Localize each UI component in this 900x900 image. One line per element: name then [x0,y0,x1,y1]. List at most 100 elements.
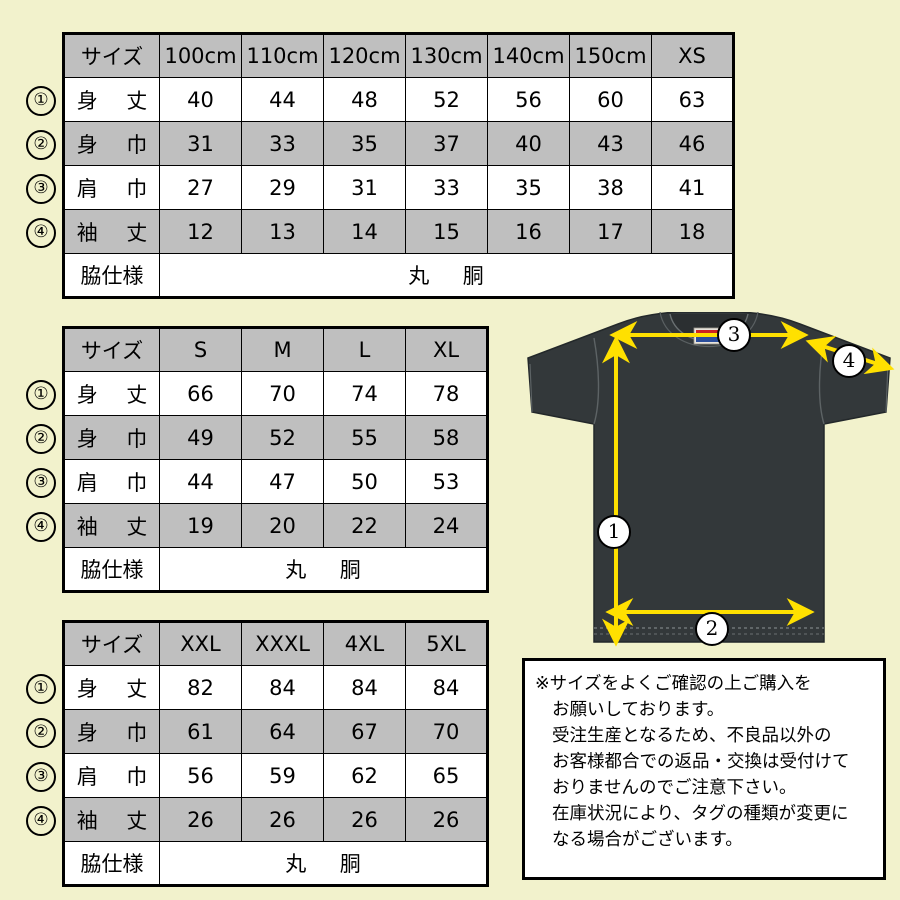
row-label: 身 丈 [63,77,160,122]
measurement-value: 26 [323,797,406,842]
measurement-value: 82 [159,665,242,710]
measurement-value: 55 [323,415,406,460]
row-label: 身 丈 [63,665,160,710]
measurement-value: 12 [159,209,242,254]
measurement-value: 56 [159,753,242,798]
column-header-100cm: 100cm [159,33,242,78]
size-table-plus: サイズ XXL XXXL 4XL 5XL 身 丈 82 84 84 84 身 巾 61 64 67 70 肩 … [62,620,489,887]
measurement-value: 18 [651,209,734,254]
row-label: 身 巾 [63,415,160,460]
row-marker-1: ① [26,380,56,410]
size-table-kids: サイズ 100cm 110cm 120cm 130cm 140cm 150cm XS 身 丈 40… [62,32,735,299]
measurement-value: 29 [241,165,324,210]
row-marker-1: ① [26,674,56,704]
table-footer-row: 脇仕様丸 胴 [63,253,734,298]
note-line: お願いしております。 [552,700,725,720]
row-marker-3: ③ [26,468,56,498]
side-spec-value: 丸 胴 [159,253,734,298]
table-row: 身 丈 40 44 48 52 56 60 63 [63,77,734,122]
measurement-value: 26 [159,797,242,842]
column-header-size: サイズ [63,327,160,372]
measurement-value: 19 [159,503,242,548]
measurement-value: 20 [241,503,324,548]
measurement-value: 26 [405,797,488,842]
side-spec-value: 丸 胴 [159,547,488,592]
diagram-marker-1: 1 [597,515,631,549]
table-row: 袖 丈 26 26 26 26 [63,797,488,842]
note-line: なる場合がございます。 [552,830,743,850]
column-header-5XL: 5XL [405,621,488,666]
table-row: 身 巾 31 33 35 37 40 43 46 [63,121,734,166]
table-row: 身 巾 61 64 67 70 [63,709,488,754]
measurement-value: 58 [405,415,488,460]
measurement-value: 84 [323,665,406,710]
measurement-value: 16 [487,209,570,254]
column-header-S: S [159,327,242,372]
column-header-150cm: 150cm [569,33,652,78]
measurement-value: 17 [569,209,652,254]
row-label: 身 丈 [63,371,160,416]
row-marker-2: ② [26,130,56,160]
note-line: 在庫状況により、タグの種類が変更に [552,804,849,824]
measurement-value: 26 [241,797,324,842]
row-marker-4: ④ [26,512,56,542]
measurement-value: 27 [159,165,242,210]
row-label: 袖 丈 [63,209,160,254]
measurement-value: 37 [405,121,488,166]
measurement-value: 61 [159,709,242,754]
row-marker-3: ③ [26,762,56,792]
column-header-M: M [241,327,324,372]
row-label: 肩 巾 [63,753,160,798]
column-header-140cm: 140cm [487,33,570,78]
measurement-value: 35 [487,165,570,210]
column-header-size: サイズ [63,621,160,666]
diagram-marker-3: 3 [717,318,751,352]
measurement-value: 44 [159,459,242,504]
row-label: 肩 巾 [63,165,160,210]
measurement-value: 43 [569,121,652,166]
measurement-value: 63 [651,77,734,122]
measurement-value: 40 [487,121,570,166]
measurement-value: 64 [241,709,324,754]
table-row: 身 丈 82 84 84 84 [63,665,488,710]
measurement-value: 24 [405,503,488,548]
table-row: 身 丈 66 70 74 78 [63,371,488,416]
note-line: お客様都合での返品・交換は受付けて [552,752,850,772]
left-sleeve-hem [529,363,533,413]
diagram-marker-4: 4 [832,344,866,378]
row-marker-4: ④ [26,218,56,248]
diagram-marker-2: 2 [695,612,729,646]
column-header-L: L [323,327,406,372]
measurement-value: 22 [323,503,406,548]
measurement-value: 84 [405,665,488,710]
measurement-value: 31 [159,121,242,166]
measurement-value: 13 [241,209,324,254]
measurement-value: 33 [241,121,324,166]
measurement-value: 62 [323,753,406,798]
table-row: 肩 巾 27 29 31 33 35 38 41 [63,165,734,210]
note-line: ※サイズをよくご確認の上ご購入を [535,674,812,694]
column-header-130cm: 130cm [405,33,488,78]
measurement-value: 65 [405,753,488,798]
measurement-value: 46 [651,121,734,166]
measurement-value: 47 [241,459,324,504]
size-table-plus-grid: サイズ XXL XXXL 4XL 5XL 身 丈 82 84 84 84 身 巾 61 64 67 70 肩 … [62,620,489,887]
measurement-value: 44 [241,77,324,122]
table-header-row: サイズ S M L XL [63,327,488,372]
column-header-XL: XL [405,327,488,372]
row-marker-4: ④ [26,806,56,836]
column-header-110cm: 110cm [241,33,324,78]
measurement-value: 38 [569,165,652,210]
table-row: 肩 巾 44 47 50 53 [63,459,488,504]
left-sleeve-seam [593,337,600,425]
measurement-value: 70 [241,371,324,416]
measurement-value: 35 [323,121,406,166]
size-table-kids-grid: サイズ 100cm 110cm 120cm 130cm 140cm 150cm XS 身 丈 40… [62,32,735,299]
row-label: 身 巾 [63,709,160,754]
measurement-value: 60 [569,77,652,122]
measurement-value: 48 [323,77,406,122]
row-label: 袖 丈 [63,797,160,842]
table-header-row: サイズ 100cm 110cm 120cm 130cm 140cm 150cm XS [63,33,734,78]
column-header-4XL: 4XL [323,621,406,666]
